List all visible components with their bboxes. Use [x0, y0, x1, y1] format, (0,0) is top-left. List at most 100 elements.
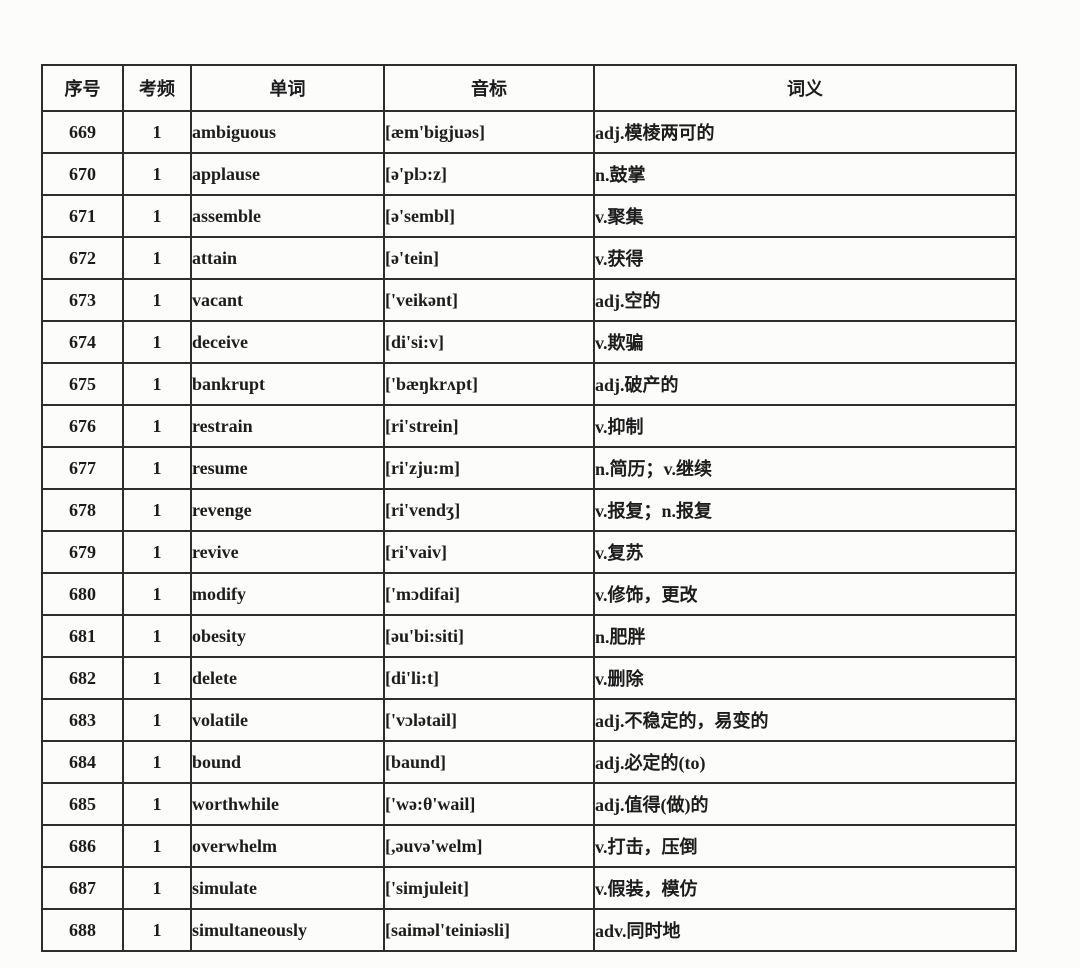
serial-number-cell: 682 — [41, 656, 124, 700]
serial-number-cell: 669 — [41, 110, 124, 154]
frequency-cell: 1 — [122, 404, 192, 448]
phonetic-cell: [əu'bi:siti] — [383, 614, 595, 658]
phonetic-cell: ['veikənt] — [383, 278, 595, 322]
frequency-cell: 1 — [122, 740, 192, 784]
table-row: 687 1 simulate ['simjuleit] v.假装，模仿 — [41, 866, 1017, 910]
phonetic-cell: [æm'bigjuəs] — [383, 110, 595, 154]
table-row: 675 1 bankrupt ['bæŋkrʌpt] adj.破产的 — [41, 362, 1017, 406]
meaning-cell: v.删除 — [593, 656, 1017, 700]
meaning-cell: n.鼓掌 — [593, 152, 1017, 196]
serial-number-cell: 676 — [41, 404, 124, 448]
serial-number-cell: 680 — [41, 572, 124, 616]
serial-number-cell: 672 — [41, 236, 124, 280]
table-row: 680 1 modify ['mɔdifai] v.修饰，更改 — [41, 572, 1017, 616]
frequency-cell: 1 — [122, 866, 192, 910]
word-cell: simultaneously — [190, 908, 385, 952]
frequency-cell: 1 — [122, 824, 192, 868]
header-word: 单词 — [190, 64, 385, 112]
word-cell: restrain — [190, 404, 385, 448]
meaning-cell: v.欺骗 — [593, 320, 1017, 364]
frequency-cell: 1 — [122, 698, 192, 742]
phonetic-cell: [,əuvə'welm] — [383, 824, 595, 868]
word-cell: bound — [190, 740, 385, 784]
meaning-cell: adj.必定的(to) — [593, 740, 1017, 784]
header-phonetic: 音标 — [383, 64, 595, 112]
frequency-cell: 1 — [122, 488, 192, 532]
table-row: 682 1 delete [di'li:t] v.删除 — [41, 656, 1017, 700]
meaning-cell: v.报复；n.报复 — [593, 488, 1017, 532]
phonetic-cell: ['wə:θ'wail] — [383, 782, 595, 826]
meaning-cell: v.获得 — [593, 236, 1017, 280]
word-cell: bankrupt — [190, 362, 385, 406]
table-row: 686 1 overwhelm [,əuvə'welm] v.打击，压倒 — [41, 824, 1017, 868]
table-row: 688 1 simultaneously [saiməl'teiniəsli] … — [41, 908, 1017, 952]
word-cell: revenge — [190, 488, 385, 532]
phonetic-cell: [saiməl'teiniəsli] — [383, 908, 595, 952]
serial-number-cell: 683 — [41, 698, 124, 742]
serial-number-cell: 675 — [41, 362, 124, 406]
table-row: 669 1 ambiguous [æm'bigjuəs] adj.模棱两可的 — [41, 110, 1017, 154]
word-cell: vacant — [190, 278, 385, 322]
phonetic-cell: ['mɔdifai] — [383, 572, 595, 616]
word-cell: assemble — [190, 194, 385, 238]
frequency-cell: 1 — [122, 572, 192, 616]
serial-number-cell: 671 — [41, 194, 124, 238]
phonetic-cell: [baund] — [383, 740, 595, 784]
meaning-cell: adj.空的 — [593, 278, 1017, 322]
frequency-cell: 1 — [122, 152, 192, 196]
meaning-cell: adj.值得(做)的 — [593, 782, 1017, 826]
header-row: 序号 考频 单词 音标 词义 — [41, 64, 1017, 112]
table-row: 671 1 assemble [ə'sembl] v.聚集 — [41, 194, 1017, 238]
phonetic-cell: [ri'zju:m] — [383, 446, 595, 490]
serial-number-cell: 685 — [41, 782, 124, 826]
word-cell: ambiguous — [190, 110, 385, 154]
frequency-cell: 1 — [122, 236, 192, 280]
table-row: 678 1 revenge [ri'vendʒ] v.报复；n.报复 — [41, 488, 1017, 532]
word-cell: volatile — [190, 698, 385, 742]
frequency-cell: 1 — [122, 656, 192, 700]
meaning-cell: adj.不稳定的，易变的 — [593, 698, 1017, 742]
header-exam-frequency: 考频 — [122, 64, 192, 112]
header-meaning: 词义 — [593, 64, 1017, 112]
phonetic-cell: [ri'vaiv] — [383, 530, 595, 574]
table-row: 673 1 vacant ['veikənt] adj.空的 — [41, 278, 1017, 322]
meaning-cell: v.抑制 — [593, 404, 1017, 448]
phonetic-cell: [ə'tein] — [383, 236, 595, 280]
table-row: 676 1 restrain [ri'strein] v.抑制 — [41, 404, 1017, 448]
word-cell: worthwhile — [190, 782, 385, 826]
serial-number-cell: 688 — [41, 908, 124, 952]
word-cell: delete — [190, 656, 385, 700]
frequency-cell: 1 — [122, 908, 192, 952]
serial-number-cell: 677 — [41, 446, 124, 490]
phonetic-cell: [ri'strein] — [383, 404, 595, 448]
serial-number-cell: 681 — [41, 614, 124, 658]
frequency-cell: 1 — [122, 320, 192, 364]
frequency-cell: 1 — [122, 278, 192, 322]
serial-number-cell: 686 — [41, 824, 124, 868]
serial-number-cell: 687 — [41, 866, 124, 910]
table-row: 681 1 obesity [əu'bi:siti] n.肥胖 — [41, 614, 1017, 658]
frequency-cell: 1 — [122, 446, 192, 490]
serial-number-cell: 679 — [41, 530, 124, 574]
serial-number-cell: 670 — [41, 152, 124, 196]
vocabulary-table: 序号 考频 单词 音标 词义 669 1 ambiguous [æm'bigju… — [41, 64, 1017, 952]
word-cell: modify — [190, 572, 385, 616]
table-row: 672 1 attain [ə'tein] v.获得 — [41, 236, 1017, 280]
table-row: 683 1 volatile ['vɔlətail] adj.不稳定的，易变的 — [41, 698, 1017, 742]
table-row: 677 1 resume [ri'zju:m] n.简历；v.继续 — [41, 446, 1017, 490]
serial-number-cell: 678 — [41, 488, 124, 532]
table-row: 674 1 deceive [di'si:v] v.欺骗 — [41, 320, 1017, 364]
phonetic-cell: [di'si:v] — [383, 320, 595, 364]
phonetic-cell: ['bæŋkrʌpt] — [383, 362, 595, 406]
phonetic-cell: [ə'sembl] — [383, 194, 595, 238]
serial-number-cell: 673 — [41, 278, 124, 322]
frequency-cell: 1 — [122, 530, 192, 574]
meaning-cell: n.简历；v.继续 — [593, 446, 1017, 490]
meaning-cell: v.假装，模仿 — [593, 866, 1017, 910]
table-row: 670 1 applause [ə'plɔ:z] n.鼓掌 — [41, 152, 1017, 196]
meaning-cell: v.聚集 — [593, 194, 1017, 238]
meaning-cell: v.复苏 — [593, 530, 1017, 574]
meaning-cell: adj.模棱两可的 — [593, 110, 1017, 154]
word-cell: deceive — [190, 320, 385, 364]
